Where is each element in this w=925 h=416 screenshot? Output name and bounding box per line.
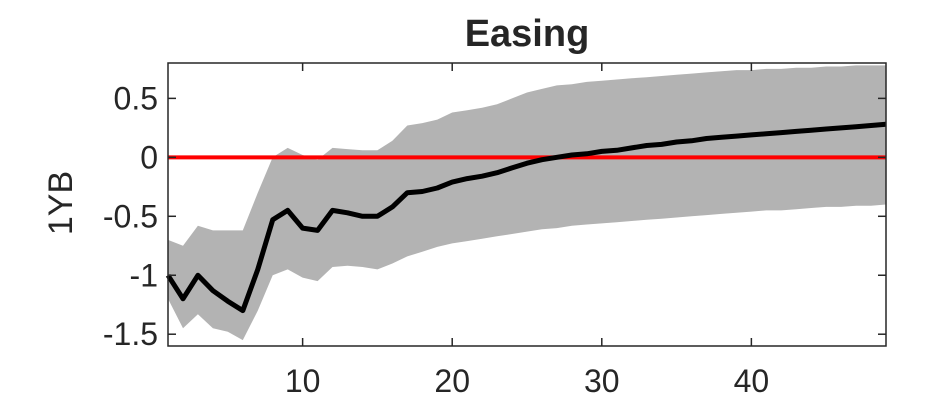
y-tick-label: -1.5 <box>103 316 158 352</box>
x-tick-label: 30 <box>584 363 620 399</box>
median-response-line <box>165 121 887 314</box>
plot-area: 0.5 0 -0.5 -1 -1.5 10 20 30 40 <box>103 62 887 399</box>
y-tick-label: -1 <box>130 257 158 293</box>
y-tick-label: 0.5 <box>114 80 158 116</box>
x-tick-label: 20 <box>434 363 470 399</box>
confidence-band <box>168 65 886 341</box>
y-axis-label: 1YB <box>42 171 80 235</box>
y-tick-label: 0 <box>140 139 158 175</box>
y-tick-label: -0.5 <box>103 198 158 234</box>
chart-title: Easing <box>465 13 590 55</box>
plot-frame <box>167 62 887 347</box>
x-tick-label: 10 <box>285 363 321 399</box>
x-tick-label: 40 <box>734 363 770 399</box>
